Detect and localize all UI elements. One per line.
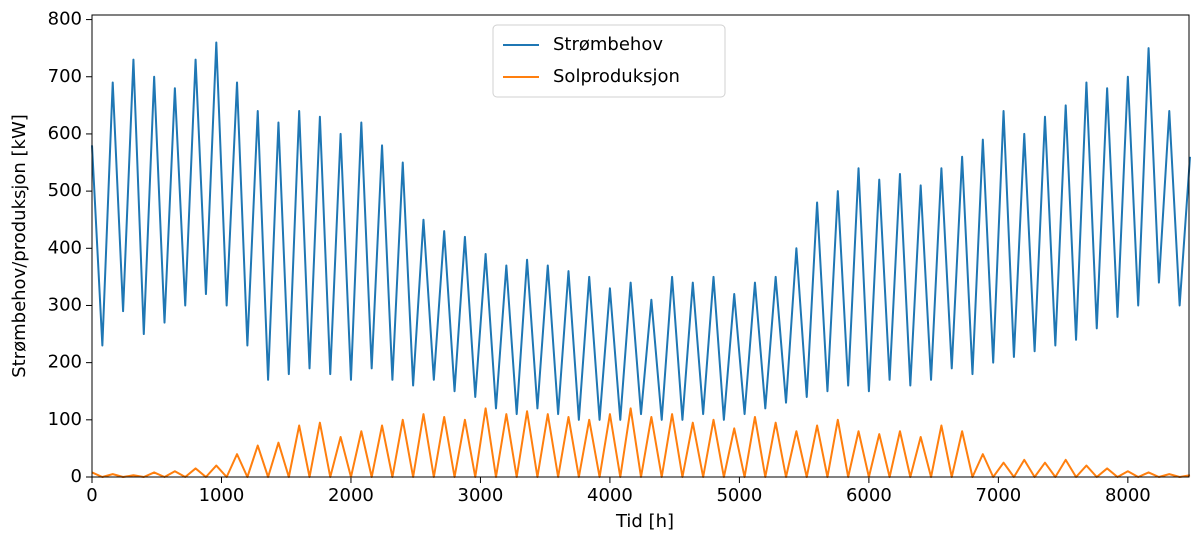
x-tick-label: 3000 — [458, 485, 504, 506]
plot-frame — [91, 14, 1190, 478]
y-tick-label: 400 — [48, 237, 82, 258]
x-tick-label: 4000 — [587, 485, 633, 506]
series-line — [91, 41, 1191, 421]
y-tick-label: 0 — [71, 466, 82, 487]
legend-box — [492, 24, 726, 98]
y-tick-label: 300 — [48, 294, 82, 315]
y-tick-label: 700 — [48, 66, 82, 87]
x-tick-label: 6000 — [846, 485, 892, 506]
x-tick-label: 5000 — [716, 485, 762, 506]
x-tick-label: 0 — [86, 485, 97, 506]
x-tick-label: 1000 — [199, 485, 245, 506]
y-tick-label: 100 — [48, 409, 82, 430]
legend-label: Solproduksjon — [553, 66, 680, 87]
x-tick-label: 8000 — [1105, 485, 1151, 506]
y-axis-label: Strømbehov/produksjon [kW] — [9, 114, 30, 378]
x-tick-label: 7000 — [975, 485, 1021, 506]
y-tick-label: 800 — [48, 9, 82, 30]
x-axis-label: Tid [h] — [615, 511, 674, 532]
legend: Strømbehov Solproduksjon — [492, 24, 726, 98]
y-tick-label: 500 — [48, 180, 82, 201]
y-tick-label: 600 — [48, 123, 82, 144]
x-tick-label: 2000 — [328, 485, 374, 506]
y-tick-label: 200 — [48, 352, 82, 373]
series-line — [91, 407, 1191, 478]
legend-label: Strømbehov — [553, 34, 663, 55]
